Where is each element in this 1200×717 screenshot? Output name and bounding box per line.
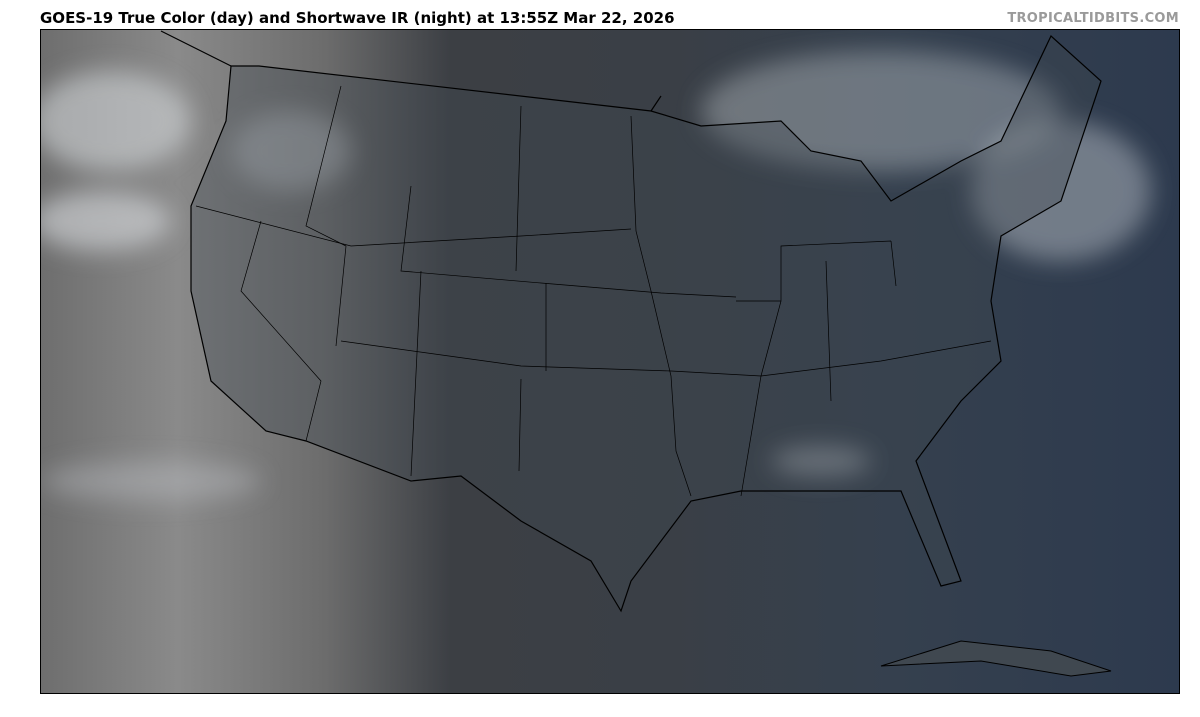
map-title: GOES-19 True Color (day) and Shortwave I… (40, 9, 675, 27)
site-credit: TROPICALTIDBITS.COM (1007, 11, 1179, 26)
cloud-layer (41, 51, 1151, 501)
state-borders (195, 85, 992, 497)
map-overlay (41, 30, 1151, 677)
us-outline (160, 30, 1102, 613)
satellite-map (40, 29, 1180, 694)
cuba (880, 640, 1112, 677)
